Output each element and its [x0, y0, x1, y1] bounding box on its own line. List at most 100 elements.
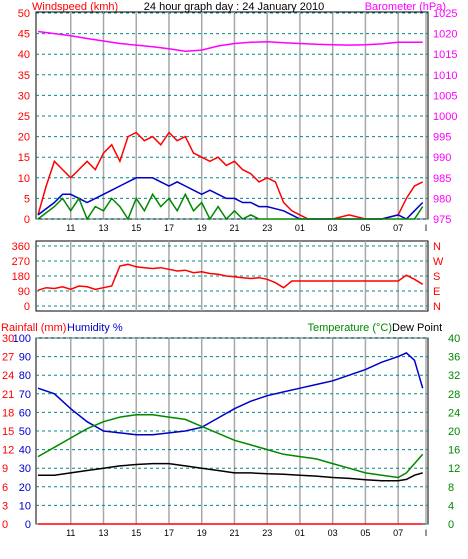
windspeed-tick-label: 0	[24, 214, 30, 226]
humidity-tick-label: 80	[19, 370, 31, 382]
compass-point-label: W	[433, 256, 444, 268]
time-tick-label: 23	[262, 223, 272, 233]
direction-degree-label: 180	[12, 271, 30, 283]
rainfall-tick-label: 0	[2, 519, 8, 531]
compass-point-label: S	[433, 271, 440, 283]
wind-time-ticks: 11 13 15 17 19 21 23 01 03 05 07 I	[66, 223, 427, 233]
time-tick-label: 21	[229, 223, 239, 233]
barometer-tick-label: 1005	[433, 90, 457, 102]
windspeed-axis-label: Windspeed (kmh)	[32, 1, 118, 13]
barometer-tick-label: 995	[433, 132, 451, 144]
compass-point-label: N	[433, 301, 441, 313]
time-tick-label: 19	[197, 223, 207, 233]
temperature-axis-label: Temperature (°C)	[308, 322, 392, 334]
barometer-tick-label: 1015	[433, 49, 457, 61]
windspeed-ticks: 0 5 10 15 20 25 30 35 40 45 50	[18, 8, 30, 226]
barometer-tick-label: 1000	[433, 111, 457, 123]
temperature-tick-label: 36	[448, 352, 460, 364]
temperature-ticks: 0 4 8 12 16 20 24 28 32 36 40	[448, 333, 460, 531]
wind-baro-panel: Windspeed (kmh) 24 hour graph day : 24 J…	[18, 1, 458, 233]
humidity-tick-label: 90	[19, 352, 31, 364]
windspeed-tick-label: 40	[18, 49, 30, 61]
direction-series	[37, 263, 424, 291]
time-tick-label: 11	[66, 528, 75, 538]
barometer-tick-label: 1010	[433, 70, 457, 82]
humidity-tick-label: 50	[19, 426, 31, 438]
time-tick-label: 21	[229, 528, 239, 538]
time-tick-label: 05	[360, 528, 370, 538]
direction-degree-label: 270	[12, 256, 30, 268]
direction-degree-label: 0	[24, 301, 30, 313]
rainfall-tick-label: 18	[2, 407, 14, 419]
time-tick-label: I	[425, 528, 428, 538]
humidity-tick-label: 10	[19, 500, 31, 512]
time-tick-label: 03	[328, 223, 338, 233]
humidity-tick-label: 100	[13, 333, 31, 345]
compass-point-label: E	[433, 286, 440, 298]
windspeed-tick-label: 5	[24, 193, 30, 205]
temp-series-line	[38, 462, 423, 482]
temp-humidity-panel: Rainfall (mm) Humidity % Temperature (°C…	[1, 322, 460, 538]
rainfall-axis-label: Rainfall (mm)	[1, 322, 66, 334]
direction-degree-ticks: 360 270 180 90 0	[12, 241, 30, 313]
windspeed-tick-label: 20	[18, 132, 30, 144]
direction-grid	[36, 241, 428, 311]
rainfall-tick-label: 30	[2, 333, 14, 345]
time-tick-label: 13	[98, 528, 108, 538]
temperature-tick-label: 8	[448, 482, 454, 494]
temp-time-ticks: 11 13 15 17 19 21 23 01 03 05 07 I	[66, 528, 427, 538]
time-tick-label: 05	[360, 223, 370, 233]
wind-series-line	[37, 30, 423, 53]
temperature-tick-label: 28	[448, 389, 460, 401]
dewpoint-axis-label: Dew Point	[392, 322, 442, 334]
time-tick-label: 03	[328, 528, 338, 538]
wind-grid	[36, 12, 428, 220]
barometer-tick-label: 975	[433, 214, 451, 226]
graph-title: 24 hour graph day : 24 January 2010	[144, 1, 324, 13]
time-tick-label: 13	[98, 223, 108, 233]
windspeed-tick-label: 25	[18, 111, 30, 123]
time-tick-label: 17	[164, 223, 174, 233]
compass-point-label: N	[433, 241, 441, 253]
rainfall-tick-label: 24	[2, 370, 14, 382]
time-tick-label: 01	[295, 223, 305, 233]
temperature-tick-label: 20	[448, 426, 460, 438]
rainfall-tick-label: 3	[2, 500, 8, 512]
barometer-axis-label: Barometer (hPa)	[365, 1, 446, 13]
direction-series-line	[37, 263, 424, 291]
temp-series-line	[37, 352, 424, 436]
windspeed-tick-label: 50	[18, 8, 30, 20]
windspeed-tick-label: 35	[18, 70, 30, 82]
barometer-tick-label: 1025	[433, 8, 457, 20]
time-tick-label: 07	[393, 528, 403, 538]
direction-degree-label: 360	[12, 241, 30, 253]
humidity-tick-label: 70	[19, 389, 31, 401]
time-tick-label: 19	[197, 528, 207, 538]
barometer-tick-label: 985	[433, 173, 451, 185]
wind-series-line	[37, 192, 424, 221]
barometer-tick-label: 990	[433, 152, 451, 164]
temperature-tick-label: 16	[448, 445, 460, 457]
rainfall-tick-label: 9	[2, 463, 8, 475]
direction-degree-label: 90	[18, 286, 30, 298]
barometer-tick-label: 980	[433, 193, 451, 205]
temperature-tick-label: 0	[448, 519, 454, 531]
temperature-tick-label: 12	[448, 463, 460, 475]
time-tick-label: 15	[131, 223, 141, 233]
temp-series-line	[37, 413, 424, 479]
windspeed-tick-label: 30	[18, 90, 30, 102]
rain-humidity-ticks: 0 3 6 9 12 15 18 21 24 27 30 0 10 20 30 40 50 60 70 80 90 100	[2, 333, 31, 531]
rainfall-tick-label: 21	[2, 389, 14, 401]
humidity-tick-label: 30	[19, 463, 31, 475]
humidity-tick-label: 60	[19, 407, 31, 419]
time-tick-label: 07	[393, 223, 403, 233]
barometer-tick-label: 1020	[433, 29, 457, 41]
time-tick-label: 17	[164, 528, 174, 538]
humidity-tick-label: 20	[19, 482, 31, 494]
rainfall-tick-label: 6	[2, 482, 8, 494]
temperature-tick-label: 4	[448, 500, 454, 512]
humidity-tick-label: 0	[25, 519, 31, 531]
